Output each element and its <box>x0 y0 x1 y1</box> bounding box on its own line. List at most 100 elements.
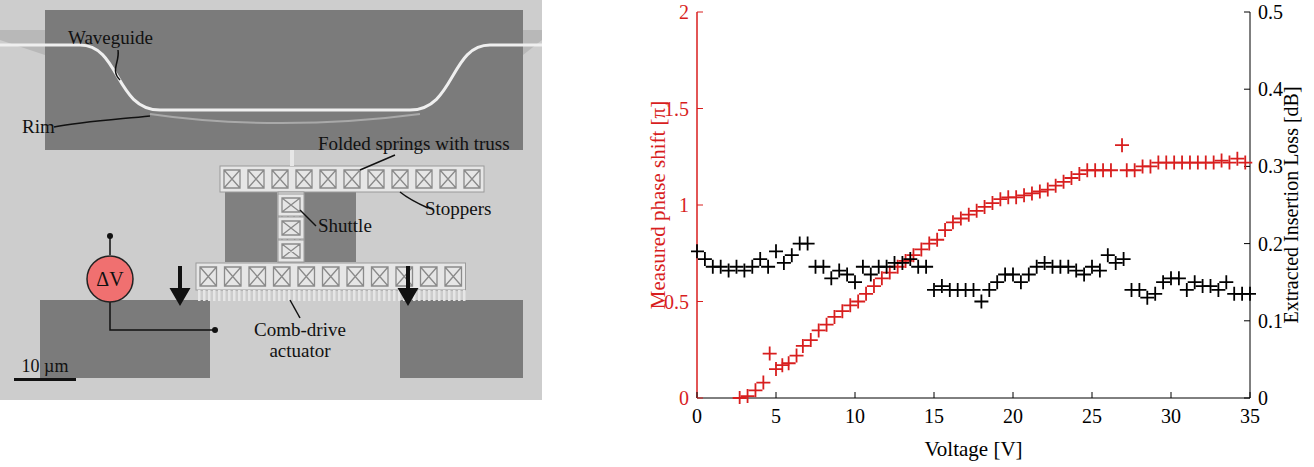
comb-tooth <box>328 290 331 301</box>
data-point <box>748 383 762 397</box>
tick-label: 0 <box>692 405 702 427</box>
data-point <box>1072 167 1086 181</box>
data-point <box>927 283 941 297</box>
comb-tooth <box>388 290 391 301</box>
marks <box>691 138 1256 404</box>
comb-tooth <box>228 290 231 301</box>
y2-axis-title: Extracted Insertion Loss [dB] <box>1280 86 1302 323</box>
data-point <box>769 244 783 258</box>
data-point <box>1117 252 1131 266</box>
comb-tooth <box>298 290 301 301</box>
truss-cell <box>347 267 364 286</box>
truss-cell <box>282 198 300 212</box>
x-tick <box>1171 392 1172 398</box>
comb-tooth <box>303 290 306 301</box>
comb-tooth <box>218 290 221 301</box>
y-tick <box>697 108 703 109</box>
data-point <box>832 264 846 278</box>
x-tick <box>776 392 777 398</box>
y-tick <box>697 301 703 302</box>
comb-tooth <box>313 290 316 301</box>
y2-tick <box>1244 243 1250 244</box>
truss <box>220 166 484 192</box>
leader-line <box>300 210 316 226</box>
data-point <box>864 267 878 281</box>
truss-cell <box>298 267 315 286</box>
comb-tooth <box>338 290 341 301</box>
leader-line <box>115 50 120 80</box>
comb-tooth <box>348 290 351 301</box>
figure: ΔV10 µmWaveguideRimFolded springs with t… <box>0 0 1314 467</box>
comb-tooth <box>288 290 291 301</box>
comb-tooth <box>368 290 371 301</box>
data-point <box>824 271 838 285</box>
data-point <box>775 358 789 372</box>
x-tick <box>934 392 935 398</box>
scale-bar <box>14 378 76 381</box>
x-tick <box>697 392 698 398</box>
comb-tooth <box>353 290 356 301</box>
data-point <box>1049 179 1063 193</box>
comb-tooth <box>423 290 426 301</box>
voltage-source <box>87 256 133 302</box>
device-label: Stoppers <box>425 198 492 219</box>
data-point <box>1022 267 1036 281</box>
device-label: Rim <box>22 116 55 137</box>
data-point <box>820 318 834 332</box>
tick-label: 5 <box>771 405 781 427</box>
data-point <box>985 196 999 210</box>
data-point <box>1219 275 1233 289</box>
data-point <box>903 252 917 266</box>
y2-tick <box>1244 12 1250 13</box>
data-point <box>1180 283 1194 297</box>
data-point <box>1061 260 1075 274</box>
comb-tooth <box>428 290 431 301</box>
comb-tooth <box>343 290 346 301</box>
x-tick <box>1092 392 1093 398</box>
data-point <box>1104 163 1118 177</box>
tick-label: 20 <box>1003 405 1023 427</box>
leader-line <box>400 192 428 208</box>
y2-tick <box>1244 89 1250 90</box>
data-point <box>1132 283 1146 297</box>
data-point <box>1077 267 1091 281</box>
terminal <box>212 327 218 333</box>
data-point <box>962 208 976 222</box>
series <box>691 237 1256 309</box>
truss <box>278 217 304 239</box>
data-point <box>737 264 751 278</box>
leader-line <box>54 116 150 127</box>
data-point <box>1156 275 1170 289</box>
comb-tooth <box>253 290 256 301</box>
comb-tooth <box>418 290 421 301</box>
data-point <box>848 275 862 289</box>
comb-tooth <box>223 290 226 301</box>
tick-label: 10 <box>845 405 865 427</box>
truss-cell <box>396 267 413 286</box>
data-point <box>1215 154 1229 168</box>
data-point <box>1009 190 1023 204</box>
data-point <box>1017 188 1031 202</box>
truss-cell <box>249 267 266 286</box>
data-point <box>938 223 952 237</box>
device-label: Waveguide <box>68 27 153 48</box>
data-point <box>782 356 796 370</box>
truss-cell <box>344 170 360 188</box>
truss-cell <box>296 170 312 188</box>
data-point <box>745 260 759 274</box>
truss <box>278 240 304 262</box>
data-point <box>1025 186 1039 200</box>
comb-tooth <box>443 290 446 301</box>
data-point <box>1109 256 1123 270</box>
data-point <box>753 252 767 266</box>
truss <box>278 194 304 216</box>
x-axis <box>697 398 1250 399</box>
truss-cell <box>274 267 291 286</box>
y2-tick <box>1244 320 1250 321</box>
data-point <box>790 349 804 363</box>
comb-tooth <box>463 290 466 301</box>
data-point <box>1140 291 1154 305</box>
rim <box>150 114 420 123</box>
comb-tooth <box>333 290 336 301</box>
y-tick <box>697 205 703 206</box>
